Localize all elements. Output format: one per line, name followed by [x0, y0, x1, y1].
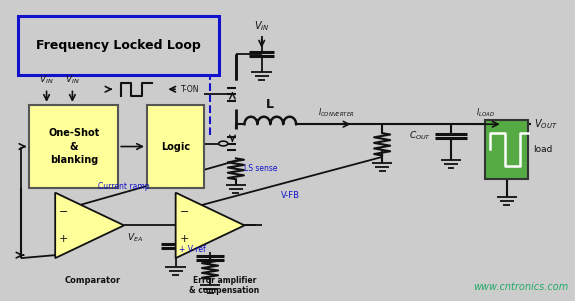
- Polygon shape: [55, 193, 124, 258]
- Bar: [29, 105, 118, 188]
- Text: load: load: [533, 145, 553, 154]
- Bar: [147, 105, 204, 188]
- Text: One-Shot
&
blanking: One-Shot & blanking: [48, 128, 99, 165]
- Text: −: −: [59, 207, 68, 217]
- Text: $V_{IN}$: $V_{IN}$: [65, 73, 80, 85]
- Text: Comparator: Comparator: [64, 276, 121, 285]
- Text: $I_{CONVERTER}$: $I_{CONVERTER}$: [318, 106, 355, 119]
- Bar: [18, 16, 218, 75]
- Text: Logic: Logic: [161, 141, 190, 151]
- Text: L: L: [266, 98, 274, 111]
- Text: LS sense: LS sense: [244, 164, 278, 173]
- Text: $V_{EA}$: $V_{EA}$: [127, 231, 143, 244]
- Text: $V_{IN}$: $V_{IN}$: [254, 20, 270, 33]
- Text: Current ramp: Current ramp: [98, 182, 150, 191]
- Text: T-ON: T-ON: [181, 85, 200, 94]
- Text: Frequency Locked Loop: Frequency Locked Loop: [36, 39, 201, 52]
- Text: $V_{IN}$: $V_{IN}$: [39, 73, 54, 85]
- Text: $C_{OUT}$: $C_{OUT}$: [409, 130, 431, 142]
- Text: +: +: [59, 234, 68, 244]
- Text: $I_{LOAD}$: $I_{LOAD}$: [476, 106, 495, 119]
- Bar: [485, 120, 528, 179]
- Text: Error amplifier
& compensation: Error amplifier & compensation: [189, 276, 259, 295]
- Text: www.cntronics.com: www.cntronics.com: [473, 282, 569, 292]
- Text: V-FB: V-FB: [281, 191, 300, 200]
- Text: $V_{OUT}$: $V_{OUT}$: [534, 117, 558, 131]
- Text: −: −: [179, 207, 189, 217]
- Text: +: +: [179, 234, 189, 244]
- Polygon shape: [175, 193, 244, 258]
- Text: + V-ref: + V-ref: [178, 245, 205, 254]
